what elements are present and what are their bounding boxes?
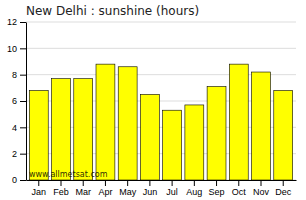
y-tick: 4 — [12, 123, 26, 133]
x-tick-label: Aug — [186, 187, 202, 197]
bar — [163, 110, 182, 180]
y-tick-mark — [20, 180, 26, 181]
y-tick-label: 4 — [12, 123, 17, 133]
bar — [140, 94, 159, 180]
y-tick-mark — [20, 101, 26, 102]
x-tick-mark — [194, 180, 195, 186]
y-tick: 8 — [12, 70, 26, 80]
y-tick: 10 — [7, 44, 26, 54]
x-tick: Dec — [275, 180, 292, 197]
grid — [26, 22, 296, 180]
grid-line — [26, 22, 296, 23]
x-tick: Jun — [143, 180, 158, 197]
y-tick-mark — [20, 154, 26, 155]
y-tick-label: 8 — [12, 70, 17, 80]
grid-line — [26, 48, 296, 49]
x-tick: Jul — [166, 180, 178, 197]
x-tick-label: Apr — [98, 187, 112, 197]
x-axis: Jan Feb Mar Apr May Jun Jul Aug Sep Oct Nov Dec — [27, 180, 297, 197]
x-tick: Aug — [186, 180, 202, 197]
x-tick: Oct — [232, 180, 247, 197]
x-tick-label: Oct — [232, 187, 247, 197]
bar — [252, 72, 271, 180]
x-tick-label: Jun — [143, 187, 158, 197]
bar — [207, 87, 226, 180]
bar — [74, 79, 93, 180]
y-tick-label: 0 — [12, 175, 17, 185]
x-tick: Apr — [98, 180, 112, 197]
x-tick-mark — [38, 180, 39, 186]
y-axis: 0 2 4 6 8 10 12 — [7, 17, 27, 185]
y-tick: 12 — [7, 17, 26, 27]
x-tick-mark — [127, 180, 128, 186]
x-tick-mark — [105, 180, 106, 186]
y-axis-line — [26, 23, 27, 181]
x-tick: Mar — [75, 180, 91, 197]
y-tick-label: 12 — [7, 17, 17, 27]
bar — [274, 90, 293, 180]
y-tick: 2 — [12, 149, 26, 159]
y-tick-mark — [20, 22, 26, 23]
bar — [29, 90, 48, 180]
y-tick-label: 2 — [12, 149, 17, 159]
x-tick: Feb — [53, 180, 69, 197]
title: New Delhi : sunshine (hours) — [26, 4, 199, 18]
bar — [185, 105, 204, 180]
x-tick: Jan — [32, 180, 47, 197]
watermark: www.allmetsat.com — [29, 170, 108, 179]
bars — [29, 64, 292, 180]
y-tick-mark — [20, 75, 26, 76]
y-tick-mark — [20, 48, 26, 49]
x-tick-mark — [261, 180, 262, 186]
bar — [96, 64, 115, 180]
x-tick-mark — [283, 180, 284, 186]
x-tick-label: Nov — [253, 187, 270, 197]
x-tick-mark — [172, 180, 173, 186]
x-tick-label: Dec — [275, 187, 292, 197]
x-tick-mark — [61, 180, 62, 186]
x-tick-mark — [83, 180, 84, 186]
bar — [229, 64, 248, 180]
x-tick-label: Mar — [75, 187, 91, 197]
y-tick: 0 — [12, 175, 26, 185]
x-tick-label: Jan — [32, 187, 47, 197]
bar — [52, 79, 71, 180]
x-tick-label: Sep — [209, 187, 225, 197]
y-tick-label: 6 — [12, 96, 17, 106]
x-tick: May — [119, 180, 137, 197]
plot: Jan Feb Mar Apr May Jun Jul Aug Sep Oct Nov Dec 0 2 4 6… — [7, 17, 297, 197]
x-tick-mark — [149, 180, 150, 186]
x-axis-line — [27, 180, 297, 181]
x-tick: Nov — [253, 180, 270, 197]
x-tick: Sep — [209, 180, 225, 197]
y-tick: 6 — [12, 96, 26, 106]
y-tick-label: 10 — [7, 44, 17, 54]
chart: Jan Feb Mar Apr May Jun Jul Aug Sep Oct Nov Dec 0 2 4 6… — [0, 0, 306, 200]
bar — [118, 67, 137, 180]
y-tick-mark — [20, 127, 26, 128]
x-tick-mark — [216, 180, 217, 186]
x-tick-label: Jul — [166, 187, 178, 197]
x-tick-label: Feb — [53, 187, 69, 197]
x-tick-label: May — [119, 187, 137, 197]
x-tick-mark — [238, 180, 239, 186]
